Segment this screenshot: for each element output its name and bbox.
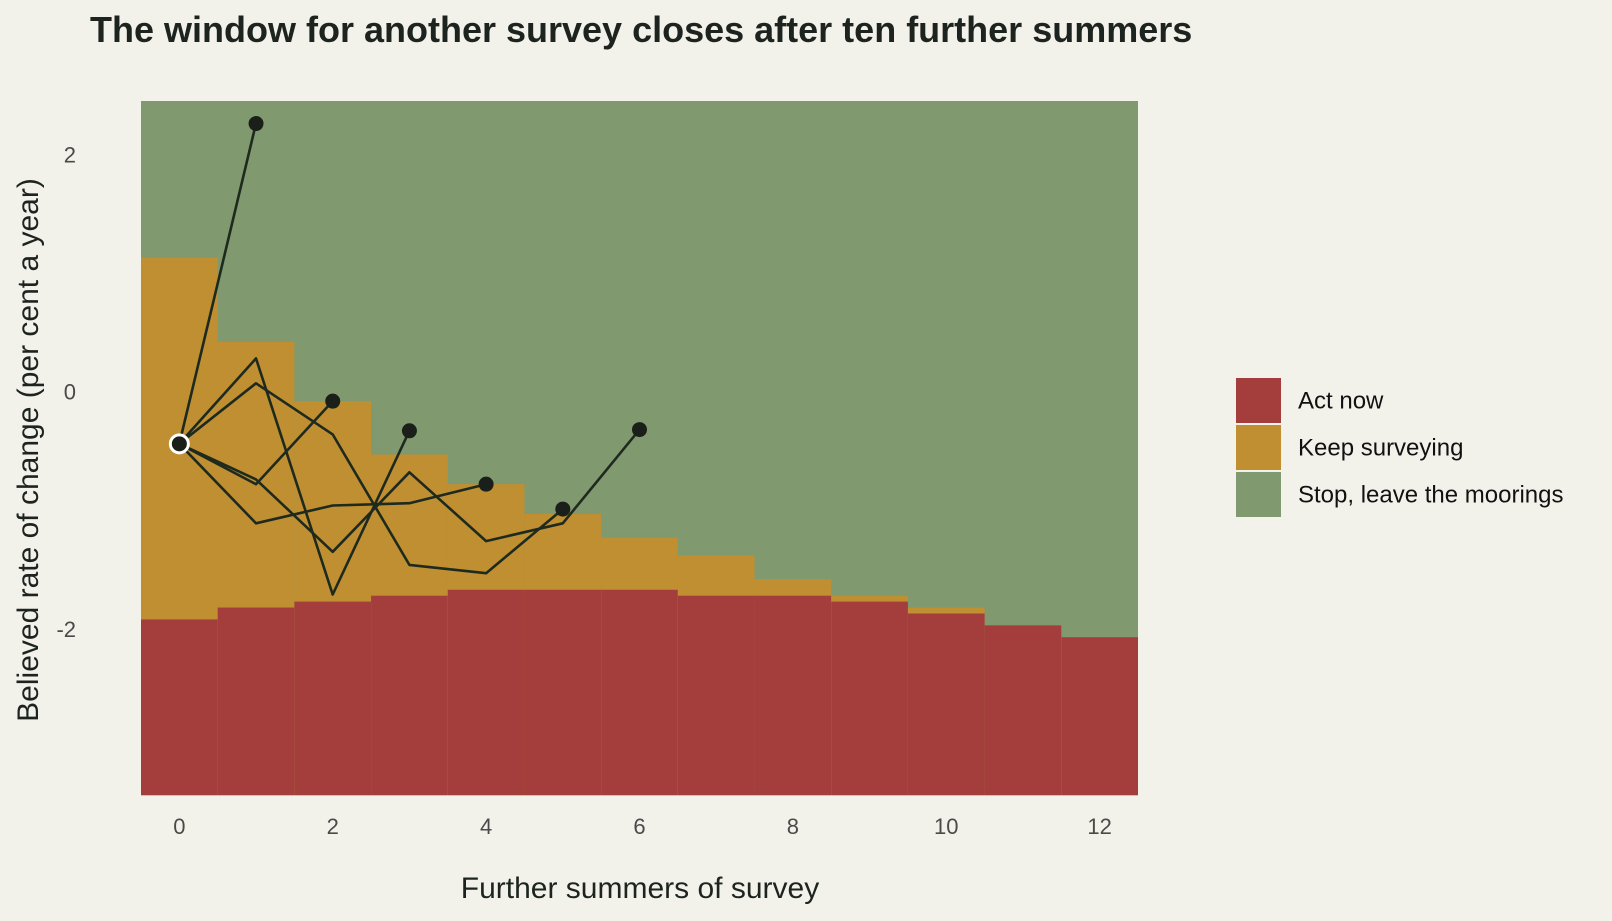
- x-axis-label: Further summers of survey: [461, 872, 819, 905]
- path-end-point: [325, 393, 341, 409]
- region-act-step: [907, 613, 985, 795]
- legend-label: Act now: [1298, 388, 1384, 415]
- legend-label: Keep surveying: [1298, 435, 1463, 462]
- decision-regions: [141, 101, 1138, 796]
- x-tick-label: 4: [480, 814, 492, 839]
- survey-paths: [168, 116, 647, 596]
- y-tick-label: 2: [64, 142, 76, 167]
- y-tick-label: 0: [64, 380, 76, 405]
- path-end-point: [401, 423, 417, 439]
- axis-ticks: 0 2 4 6 8 10 12 -2 0 2: [56, 142, 1111, 839]
- y-tick-label: -2: [56, 617, 76, 642]
- survey-path-3: [178, 400, 334, 486]
- survey-path-1: [178, 123, 258, 445]
- region-act-step: [984, 625, 1062, 795]
- region-act-step: [294, 601, 372, 795]
- region-act-step: [754, 595, 832, 795]
- region-act-step: [677, 595, 755, 795]
- legend-swatch: [1236, 378, 1281, 423]
- start-point: [168, 433, 190, 455]
- x-tick-label: 0: [173, 814, 185, 839]
- x-tick-label: 8: [787, 814, 799, 839]
- legend-label: Stop, leave the moorings: [1298, 482, 1564, 509]
- region-act-step: [524, 589, 602, 795]
- legend-swatch: [1236, 472, 1281, 517]
- path-end-point: [478, 476, 494, 492]
- legend: Act now Keep surveying Stop, leave the moo…: [1236, 378, 1564, 517]
- region-act-step: [447, 589, 525, 795]
- survey-path-5: [178, 428, 641, 554]
- region-act-step: [1061, 637, 1138, 795]
- region-act-step: [371, 595, 448, 795]
- survey-path-6: [178, 442, 487, 525]
- region-act-step: [141, 619, 218, 795]
- legend-swatch: [1236, 425, 1281, 470]
- x-tick-label: 10: [934, 814, 958, 839]
- y-axis-label: Believed rate of change (per cent a year…: [12, 178, 45, 722]
- chart-title: The window for another survey closes aft…: [90, 9, 1192, 50]
- region-act-step: [831, 601, 908, 795]
- path-end-point: [632, 422, 647, 438]
- region-act-step: [217, 607, 295, 795]
- x-tick-label: 12: [1087, 814, 1111, 839]
- survey-path-4: [178, 382, 564, 575]
- x-tick-label: 2: [327, 814, 339, 839]
- path-end-point: [248, 116, 264, 132]
- region-act-step: [601, 589, 678, 795]
- path-end-point: [555, 501, 571, 517]
- x-tick-label: 6: [633, 814, 645, 839]
